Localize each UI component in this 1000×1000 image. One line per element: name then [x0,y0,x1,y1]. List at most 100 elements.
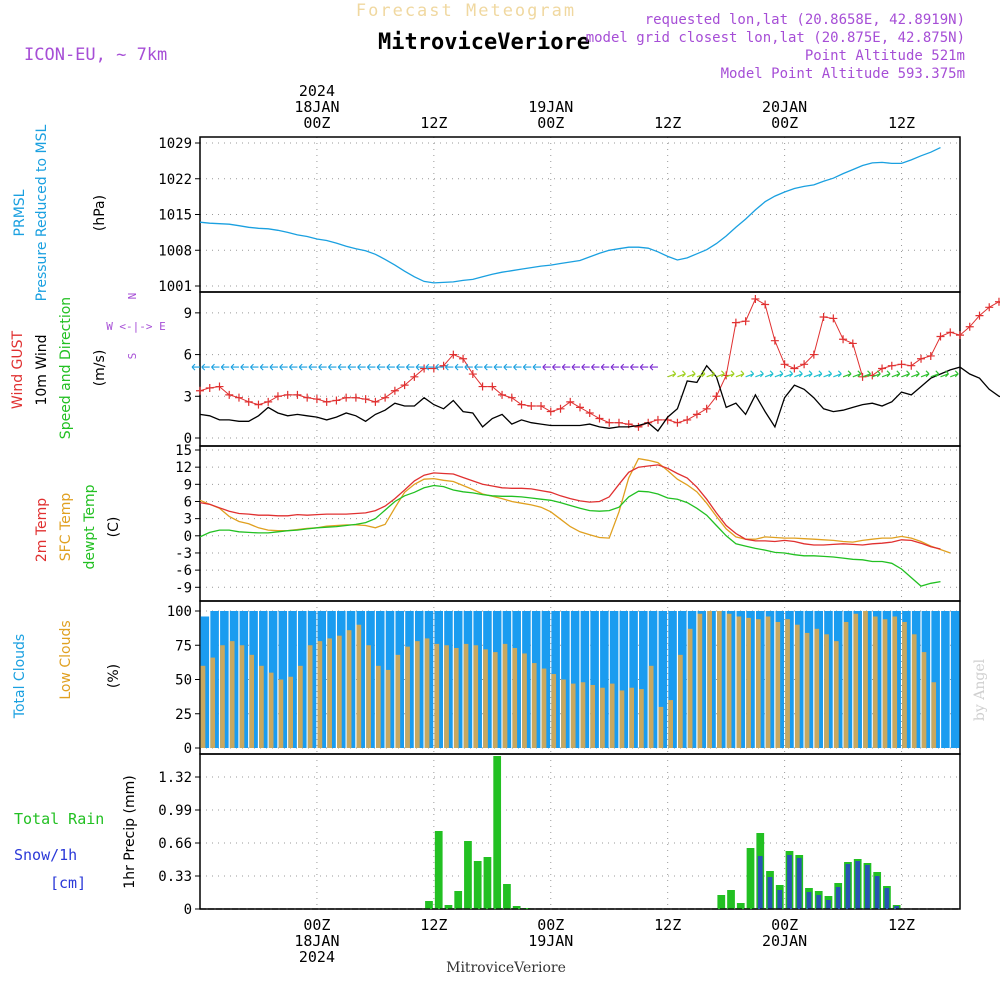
gust-mark-1 [205,383,214,392]
gust-mark-67 [848,339,857,348]
gust-mark-63 [809,350,818,359]
wind-arrow-61 [794,370,803,378]
gust-mark-72 [897,360,906,369]
wind-arrow-77 [950,370,959,378]
ytick-label-pressure-0: 1001 [158,279,192,295]
gust-mark-49 [673,418,682,427]
total-cloud-bar-43 [619,611,629,748]
low-cloud-bar-52 [707,611,712,748]
gust-mark-16 [351,393,360,402]
bottom-time-label-2-0: 00Z [537,916,564,934]
gust-mark-56 [741,317,750,326]
low-clouds-label: Low Clouds [58,620,74,699]
snow-bar-57 [757,856,763,909]
gust-mark-62 [800,360,809,369]
ytick-label-temperature-5: 6 [184,494,192,510]
rain-bar-56 [746,848,755,909]
low-cloud-bar-8 [278,679,284,748]
wind-arrow-8 [269,363,278,371]
gust-mark-40 [585,408,594,417]
low-cloud-bar-1 [210,657,216,748]
precip-panel-labels: Total Rain Snow/1h [cm] 1hr Precip (mm) [14,775,138,892]
gust-mark-57 [751,294,760,303]
wind-arrow-68 [862,370,871,378]
gust-mark-8 [273,392,282,401]
wind-arrow-55 [735,370,745,378]
wind-arrow-74 [920,370,930,378]
low-cloud-bar-29 [483,649,488,748]
wind-arrow-5 [240,363,249,371]
gust-mark-38 [566,397,575,406]
gust-mark-82 [994,297,1000,306]
low-cloud-bar-4 [239,645,245,748]
gust-mark-58 [761,300,770,309]
total-cloud-bar-38 [570,611,580,748]
model-label: ICON-EU, ~ 7km [24,45,167,65]
bottom-time-label-0-2: 2024 [299,948,335,966]
low-cloud-bar-71 [892,616,898,748]
wind-arrow-11 [298,363,308,371]
low-cloud-bar-14 [337,635,342,748]
ytick-label-pressure-2: 1015 [158,208,192,224]
top-time-label-3-0: 12Z [654,114,681,132]
low-cloud-bar-27 [463,643,469,748]
gust-mark-35 [537,402,546,411]
low-cloud-bar-41 [600,687,605,748]
low-cloud-bar-22 [414,641,420,748]
snow-bar-66 [845,864,851,909]
wind-arrow-9 [279,363,288,371]
gust-mark-71 [887,361,896,370]
gust-mark-51 [692,410,701,419]
wind-arrow-51 [696,370,706,378]
station-title: MitroviceVeriore [378,30,590,55]
low-cloud-bar-9 [288,676,293,748]
rain-bar-25 [444,905,453,909]
wind-arrow-19 [376,363,386,371]
wind-arrow-29 [474,363,483,371]
wind-arrow-14 [328,363,337,371]
ytick-label-temperature-4: 3 [184,512,192,528]
wind-arrow-75 [930,370,940,378]
wind-arrow-76 [940,370,949,378]
low-cloud-bar-51 [697,613,703,748]
low-cloud-bar-35 [541,668,547,748]
wind-arrow-43 [610,363,619,371]
total-cloud-bar-45 [639,611,648,748]
bottom-time-label-2-1: 19JAN [528,932,573,950]
gust-mark-10 [293,390,302,399]
gust-mark-66 [839,335,848,344]
rain-bar-30 [493,756,502,909]
low-cloud-bar-33 [522,653,527,748]
low-cloud-bar-54 [726,613,732,748]
wind-arrow-45 [630,363,639,371]
low-cloud-bar-0 [200,665,206,748]
chart-title-top: Forecast Meteogram [356,1,576,21]
bottom-time-label-1-0: 12Z [420,916,447,934]
wind-arrow-64 [823,370,832,378]
gust-mark-78 [956,331,964,340]
ytick-label-clouds-3: 75 [175,638,192,654]
gust-mark-81 [985,303,994,312]
ytick-label-pressure-3: 1022 [158,172,192,188]
frame-wind [199,291,961,447]
total-cloud-bar-48 [668,611,677,748]
snow-bar-67 [855,861,861,909]
gust-mark-52 [702,404,711,413]
t2m-label: 2m Temp [34,498,50,562]
top-time-label-0-0: 2024 [299,82,335,100]
wind-arrow-50 [686,370,696,378]
wind-arrow-59 [774,370,784,378]
wind-arrow-23 [415,363,425,371]
snow-bar-59 [777,890,783,909]
low-cloud-bar-73 [911,634,917,748]
low-cloud-bar-55 [736,616,742,748]
low-cloud-bar-59 [775,621,781,748]
total-cloud-bar-39 [580,611,590,748]
gust-mark-33 [517,400,526,409]
wind-arrow-47 [649,363,658,371]
ytick-label-temperature-8: 15 [175,443,192,459]
low-cloud-bar-16 [356,624,362,748]
snow-bar-60 [787,855,792,909]
snow-bar-71 [894,906,900,909]
low-cloud-bar-60 [785,619,790,748]
